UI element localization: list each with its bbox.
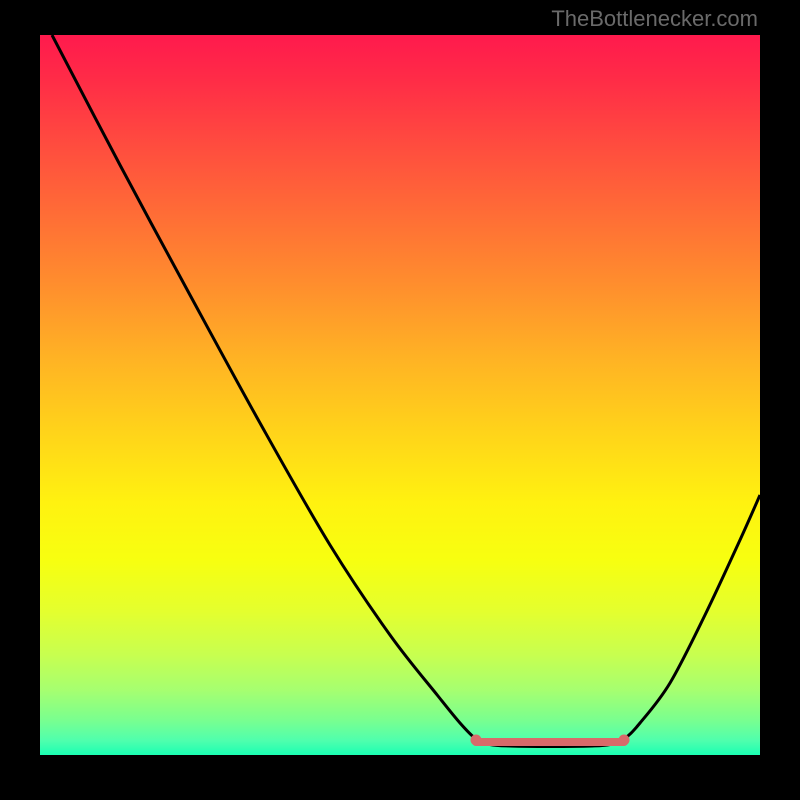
watermark-link[interactable]: TheBottlenecker.com <box>551 6 758 32</box>
bottleneck-curve <box>52 35 760 747</box>
chart-canvas: TheBottlenecker.com <box>0 0 800 800</box>
flat-segment <box>471 735 630 746</box>
chart-plot-area <box>40 35 760 755</box>
flat-segment-endpoint <box>471 735 482 746</box>
flat-segment-endpoint <box>619 735 630 746</box>
curve-svg <box>40 35 760 755</box>
